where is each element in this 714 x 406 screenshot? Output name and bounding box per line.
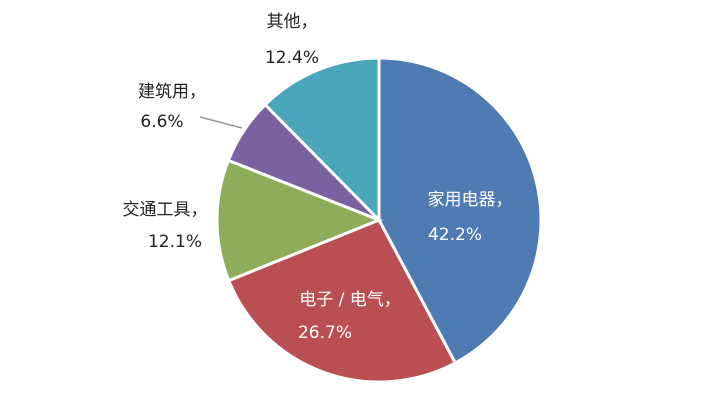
pie-slice — [226, 218, 458, 384]
slice-value-label: 42.2% — [428, 225, 482, 245]
slice-value-label: 26.7% — [298, 323, 352, 343]
slice-value-label: 12.4% — [265, 48, 319, 68]
leader-line — [199, 116, 243, 129]
slice-value-label: 12.1% — [148, 232, 202, 252]
slice-category-label: 电子 / 电气， — [299, 290, 401, 310]
slice-category-label: 其他， — [267, 12, 318, 32]
slice-value-label: 6.6% — [140, 112, 183, 132]
slice-category-label: 交通工具， — [123, 200, 208, 220]
pie-slice — [215, 158, 384, 283]
pie-slice — [377, 56, 543, 365]
pie-slice — [263, 56, 381, 224]
slice-category-label: 建筑用， — [138, 82, 206, 102]
slice-category-label: 家用电器， — [428, 190, 513, 210]
